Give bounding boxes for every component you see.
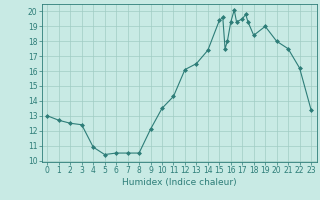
X-axis label: Humidex (Indice chaleur): Humidex (Indice chaleur): [122, 178, 236, 187]
